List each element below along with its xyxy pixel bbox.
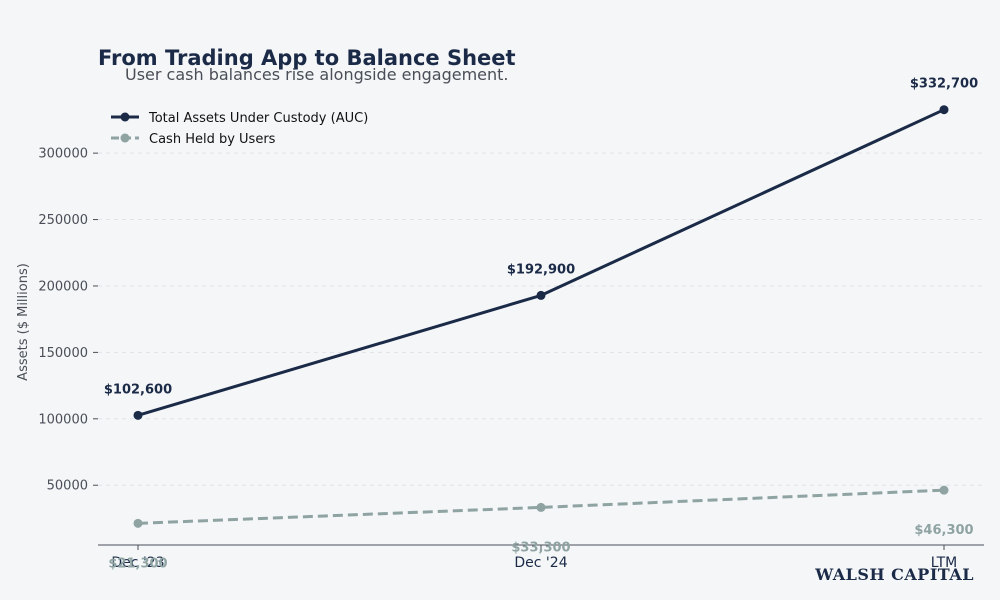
legend-marker-auc <box>120 112 130 122</box>
data-label: $46,300 <box>914 523 973 538</box>
legend: Total Assets Under Custody (AUC) Cash He… <box>111 111 368 147</box>
chart-title: From Trading App to Balance Sheet <box>98 46 516 70</box>
y-tick-label: 250000 <box>38 213 88 228</box>
legend-label-auc: Total Assets Under Custody (AUC) <box>148 111 368 126</box>
data-label: $332,700 <box>910 77 978 92</box>
y-tick-label: 300000 <box>38 147 88 162</box>
data-point <box>133 518 143 528</box>
y-tick-label: 100000 <box>38 412 88 427</box>
y-tick-label: 50000 <box>47 479 88 494</box>
y-axis-ticks: 50000 100000 150000 200000 250000 300000 <box>38 147 98 494</box>
brand-logo-text: WALSH CAPITAL <box>814 565 974 584</box>
data-point <box>536 502 546 512</box>
x-tick-label: LTM <box>931 555 958 571</box>
data-point <box>939 105 949 115</box>
data-point <box>939 485 949 495</box>
gridlines <box>98 152 984 486</box>
data-point <box>133 410 143 420</box>
data-label: $102,600 <box>104 382 172 397</box>
data-label: $33,300 <box>511 540 570 555</box>
x-axis: Dec '23 Dec '24 LTM <box>98 544 984 571</box>
legend-item-cash: Cash Held by Users <box>111 132 276 147</box>
legend-item-auc: Total Assets Under Custody (AUC) <box>111 111 368 126</box>
data-point <box>536 290 546 300</box>
x-tick-label: Dec '24 <box>514 555 567 571</box>
y-axis-label: Assets ($ Millions) <box>16 263 31 381</box>
data-label: $192,900 <box>507 262 575 277</box>
legend-marker-cash <box>120 133 130 143</box>
data-labels: $102,600 $192,900 $332,700 $21,300 $33,300 $4… <box>104 77 978 572</box>
y-tick-label: 150000 <box>38 346 88 361</box>
data-label: $21,300 <box>108 556 167 571</box>
y-tick-label: 200000 <box>38 279 88 294</box>
x-tick-label: Dec '23 <box>111 555 164 571</box>
chart-subtitle: User cash balances rise alongside engage… <box>125 65 509 84</box>
legend-label-cash: Cash Held by Users <box>149 132 276 147</box>
series-group <box>133 105 949 528</box>
